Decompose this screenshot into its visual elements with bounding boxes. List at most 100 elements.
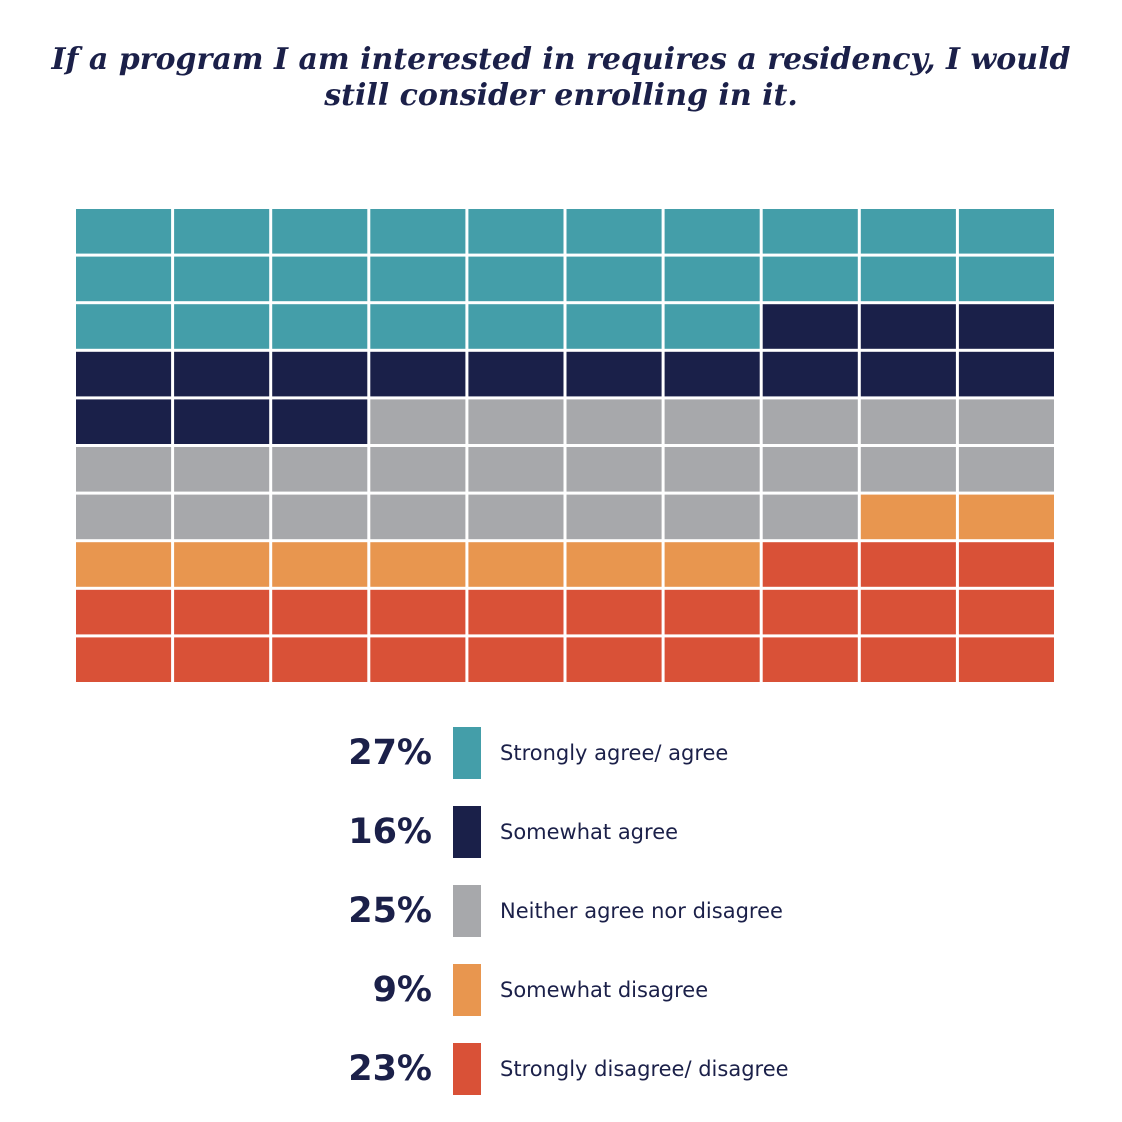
waffle-cell <box>174 304 270 349</box>
waffle-cell <box>468 209 564 254</box>
waffle-cell <box>762 256 858 302</box>
waffle-cell <box>762 351 858 397</box>
legend-item-somewhat-agree: 16% Somewhat agree <box>300 806 900 858</box>
waffle-cell <box>272 589 368 635</box>
waffle-cell <box>76 589 172 635</box>
waffle-cell <box>174 589 270 635</box>
waffle-cell <box>272 494 368 540</box>
waffle-cell <box>76 542 172 587</box>
waffle-cell <box>174 209 270 254</box>
waffle-cell <box>762 542 858 587</box>
waffle-cell <box>566 256 662 302</box>
waffle-cell <box>272 637 368 682</box>
legend-item-neither: 25% Neither agree nor disagree <box>300 885 900 937</box>
waffle-cell <box>664 209 760 254</box>
waffle-cell <box>958 542 1054 587</box>
waffle-cell <box>370 589 466 635</box>
waffle-cell <box>566 494 662 540</box>
waffle-cell <box>860 589 956 635</box>
legend-label: Strongly agree/ agree <box>500 741 729 765</box>
legend-item-strongly-agree: 27% Strongly agree/ agree <box>300 727 900 779</box>
waffle-cell <box>174 447 270 492</box>
legend-percent: 23% <box>348 1049 432 1089</box>
waffle-cell <box>272 351 368 397</box>
waffle-cell <box>370 494 466 540</box>
waffle-cell <box>664 399 760 444</box>
waffle-cell <box>664 256 760 302</box>
waffle-cell <box>762 589 858 635</box>
waffle-cell <box>468 304 564 349</box>
chart-title: If a program I am interested in requires… <box>51 42 1071 113</box>
legend-percent: 27% <box>348 733 432 773</box>
waffle-cell <box>860 494 956 540</box>
waffle-cell <box>272 209 368 254</box>
waffle-cell <box>76 304 172 349</box>
waffle-cell <box>468 351 564 397</box>
waffle-cell <box>76 209 172 254</box>
waffle-cell <box>468 542 564 587</box>
waffle-cell <box>566 399 662 444</box>
waffle-cell <box>468 399 564 444</box>
legend-swatch <box>453 885 481 937</box>
waffle-cell <box>370 304 466 349</box>
waffle-cell <box>566 351 662 397</box>
waffle-cell <box>664 351 760 397</box>
waffle-cell <box>174 494 270 540</box>
waffle-cell <box>566 447 662 492</box>
waffle-cell <box>370 637 466 682</box>
legend-label: Somewhat agree <box>500 820 679 844</box>
waffle-cell <box>860 256 956 302</box>
legend-swatch <box>453 964 481 1016</box>
waffle-cell <box>860 637 956 682</box>
legend-label: Somewhat disagree <box>500 978 709 1002</box>
waffle-cell <box>664 589 760 635</box>
waffle-cell <box>958 351 1054 397</box>
waffle-cell <box>566 209 662 254</box>
waffle-cell <box>958 447 1054 492</box>
waffle-grid <box>76 209 1054 682</box>
waffle-cell <box>958 637 1054 682</box>
waffle-cell <box>860 447 956 492</box>
waffle-cell <box>174 542 270 587</box>
waffle-cell <box>468 637 564 682</box>
waffle-cell <box>272 399 368 444</box>
waffle-cell <box>76 494 172 540</box>
waffle-cell <box>860 542 956 587</box>
waffle-cell <box>566 589 662 635</box>
legend-label: Neither agree nor disagree <box>500 899 783 923</box>
legend-swatch <box>453 727 481 779</box>
legend-percent: 9% <box>372 970 432 1010</box>
waffle-cell <box>958 304 1054 349</box>
waffle-cell <box>174 637 270 682</box>
waffle-cell <box>762 494 858 540</box>
waffle-cell <box>566 304 662 349</box>
waffle-cell <box>762 637 858 682</box>
waffle-cell <box>762 447 858 492</box>
legend-swatch <box>453 806 481 858</box>
waffle-cell <box>860 304 956 349</box>
waffle-cell <box>370 256 466 302</box>
waffle-cell <box>664 542 760 587</box>
waffle-cell <box>272 256 368 302</box>
waffle-cell <box>76 637 172 682</box>
waffle-cell <box>76 256 172 302</box>
waffle-cell <box>664 447 760 492</box>
legend-swatch <box>453 1043 481 1095</box>
waffle-cell <box>370 399 466 444</box>
waffle-cell <box>76 399 172 444</box>
waffle-cell <box>76 447 172 492</box>
waffle-cell <box>76 351 172 397</box>
waffle-cell <box>762 304 858 349</box>
waffle-cell <box>958 399 1054 444</box>
waffle-cell <box>174 256 270 302</box>
legend-item-somewhat-disagree: 9% Somewhat disagree <box>300 964 900 1016</box>
legend-percent: 25% <box>348 891 432 931</box>
waffle-cell <box>664 494 760 540</box>
waffle-cell <box>958 256 1054 302</box>
waffle-cell <box>958 209 1054 254</box>
waffle-cell <box>664 637 760 682</box>
waffle-cell <box>370 351 466 397</box>
waffle-cell <box>958 589 1054 635</box>
waffle-cell <box>370 209 466 254</box>
legend-item-strongly-disagree: 23% Strongly disagree/ disagree <box>300 1043 900 1095</box>
